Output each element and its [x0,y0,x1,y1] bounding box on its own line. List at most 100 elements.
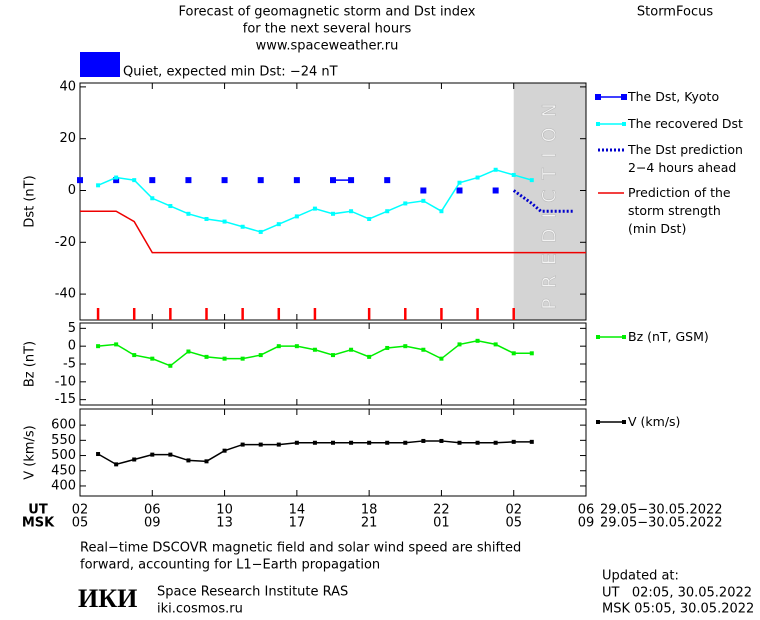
point [475,175,480,180]
point [385,209,390,214]
point [439,438,444,443]
updated: Updated at: [602,569,679,584]
point [132,353,137,358]
y-tick-label: 40 [59,79,76,94]
point [511,172,516,177]
point [349,209,354,214]
point [240,356,245,361]
legend-entry: The recovered Dst [628,116,743,131]
plot-frame [79,82,587,321]
x-tick-label: 21 [361,516,378,531]
point [186,349,191,354]
point [385,440,390,445]
point [312,206,317,211]
y-tick-label: -40 [55,287,76,302]
point [312,440,317,445]
point [168,452,173,457]
legend-swatch [622,122,626,126]
legend-entry: The Dst prediction 2−4 hours ahead [628,142,743,175]
point [150,356,155,361]
logo: ИКИ [78,584,137,613]
point [185,177,192,184]
series-line [512,189,574,213]
y-tick-label: -5 [63,357,76,372]
point [96,183,101,188]
y-tick-label: 550 [51,433,76,448]
point [294,214,299,219]
point [403,344,408,349]
point [456,187,463,194]
point [294,344,299,349]
x-tick-label: 05 [505,516,522,531]
point [475,338,480,343]
point [240,442,245,447]
point [312,347,317,352]
x-tick-label: 05 [72,516,89,531]
x-tick-label: 14 [289,503,306,518]
note: Real−time DSCOVR magnetic field and sola… [80,541,521,556]
title: Forecast of geomagnetic storm and Dst in… [178,5,475,20]
y-axis-label: Bz (nT) [23,341,38,387]
point [186,458,191,463]
point [204,354,209,359]
point [77,177,83,184]
prediction-region [513,83,586,320]
legend-swatch [621,94,627,100]
point [204,216,209,221]
brand: StormFocus [637,5,713,20]
point [384,177,391,184]
point [421,198,426,203]
point [492,187,499,194]
series-line [80,210,586,254]
point [222,448,227,453]
point [331,440,335,445]
series-line [97,340,532,367]
point [168,204,173,209]
y-tick-label: 600 [51,418,76,433]
point [258,229,263,234]
status-indicator [80,52,120,77]
y-tick-label: 0 [68,183,76,198]
point [330,177,336,184]
point [132,178,137,183]
legend-swatch [596,335,600,339]
point [349,440,354,445]
point [132,457,137,462]
point [493,167,498,172]
y-tick-label: 5 [68,321,76,336]
point [240,224,245,229]
point [348,177,355,184]
x-tick-label: 10 [216,503,233,518]
status-text: Quiet, expected min Dst: −24 nT [123,65,338,80]
point [403,201,408,206]
y-tick-label: 0 [68,339,76,354]
point [331,211,335,216]
point [493,440,498,445]
y-tick-label: -10 [55,374,76,389]
msk-dates: 29.05−30.05.2022 [600,516,723,531]
y-tick-label: -15 [55,392,76,407]
point [257,177,264,184]
legend-swatch [596,420,600,424]
point [457,342,462,347]
point [457,440,462,445]
x-tick-label: 09 [144,516,161,531]
legend-swatch [622,420,626,424]
x-tick-label: 02 [72,503,89,518]
subtitle: www.spaceweather.ru [256,39,399,54]
updated: MSK 05:05, 30.05.2022 [602,602,754,617]
legend-entry: Prediction of the storm strength (min Ds… [628,185,731,236]
point [367,216,372,221]
x-tick-label: 22 [433,503,450,518]
prediction-label: PREDICTION [538,93,560,310]
institute: Space Research Institute RAS [157,585,348,600]
point [276,222,281,227]
x-tick-label: 01 [433,516,450,531]
point [439,209,444,214]
subtitle: for the next several hours [243,22,412,37]
point [114,175,119,180]
point [493,342,498,347]
point [421,438,426,443]
point [96,452,101,457]
